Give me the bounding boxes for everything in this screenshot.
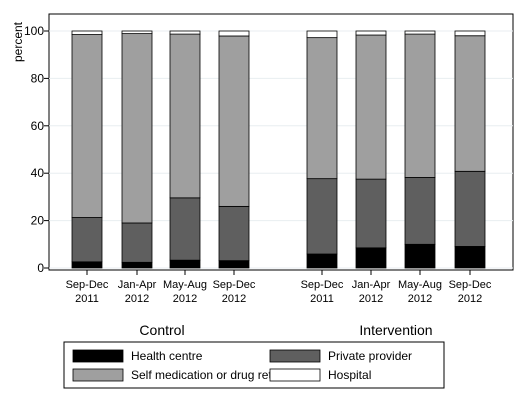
bar-segment <box>71 217 103 263</box>
panel-label: Intervention <box>359 322 432 338</box>
bar-segment <box>404 33 436 178</box>
x-tick-label: 2011 <box>75 293 99 305</box>
legend-label: Hospital <box>328 368 371 382</box>
bar-segment <box>169 259 201 269</box>
y-tick-label: 40 <box>31 166 45 180</box>
bar-segment <box>404 177 436 245</box>
bar-segment <box>454 35 486 172</box>
y-tick-label: 60 <box>31 119 45 133</box>
x-tick-label: 2012 <box>222 293 246 305</box>
legend-swatch <box>269 349 321 363</box>
bar-segment <box>121 30 153 35</box>
bar-segment <box>355 178 387 249</box>
bar-segment <box>404 243 436 269</box>
legend-swatch <box>72 349 124 363</box>
panel-label: Control <box>139 322 184 338</box>
plot-area <box>48 13 514 271</box>
bar-segment <box>355 34 387 180</box>
bar-segment <box>71 261 103 269</box>
x-tick-label: May-Aug <box>398 279 442 291</box>
x-tick-label: Sep-Dec <box>66 279 109 291</box>
bar-segment <box>71 34 103 218</box>
bar-segment <box>306 37 338 180</box>
legend-label: Private provider <box>328 349 412 363</box>
bar-segment <box>121 33 153 224</box>
bar-segment <box>306 30 338 39</box>
bar-segment <box>218 35 250 207</box>
bar-segment <box>355 247 387 269</box>
bar-segment <box>218 205 250 262</box>
y-tick-label: 100 <box>24 24 44 38</box>
legend-label: Health centre <box>131 349 203 363</box>
y-axis-label: percent <box>11 21 25 62</box>
bar-segment <box>169 30 201 35</box>
bar-segment <box>306 178 338 255</box>
x-tick-label: Jan-Apr <box>118 279 157 291</box>
bar-segment <box>454 246 486 269</box>
x-tick-label: 2011 <box>310 293 334 305</box>
x-tick-label: 2012 <box>125 293 149 305</box>
bar-segment <box>454 170 486 247</box>
bar-segment <box>404 30 436 35</box>
bar-segment <box>121 261 153 269</box>
panel-labels: Control Intervention <box>139 322 432 338</box>
x-tick-label: Sep-Dec <box>449 279 492 291</box>
y-axis: 0 20 40 60 80 100 <box>24 24 49 275</box>
x-tick-label: 2012 <box>458 293 482 305</box>
x-axis-labels: Sep-Dec 2011 Jan-Apr 2012 May-Aug 2012 Sep-Dec… <box>66 270 492 305</box>
x-tick-label: Sep-Dec <box>301 279 344 291</box>
legend: Health centre Private provider Self medica… <box>72 349 412 382</box>
bar-segment <box>355 30 387 36</box>
x-tick-label: 2012 <box>359 293 383 305</box>
bar-segment <box>169 33 201 199</box>
x-tick-label: Jan-Apr <box>352 279 391 291</box>
y-tick-label: 0 <box>37 261 44 275</box>
bar-segment <box>454 30 486 37</box>
bar-segment <box>306 253 338 269</box>
legend-swatch <box>72 368 124 382</box>
x-tick-label: Sep-Dec <box>213 279 256 291</box>
legend-box <box>63 341 445 389</box>
legend-label: Self medication or drug retailer <box>131 368 294 382</box>
bar-segment <box>169 197 201 261</box>
bar-segment <box>218 30 250 37</box>
y-tick-label: 20 <box>31 214 45 228</box>
bar-segment <box>71 30 103 35</box>
x-tick-label: 2012 <box>408 293 432 305</box>
y-tick-label: 80 <box>31 71 45 85</box>
bar-segment <box>218 260 250 269</box>
x-tick-label: 2012 <box>173 293 197 305</box>
bar-segment <box>121 222 153 263</box>
bars <box>71 30 486 269</box>
x-tick-label: May-Aug <box>163 279 207 291</box>
legend-swatch <box>269 368 321 382</box>
